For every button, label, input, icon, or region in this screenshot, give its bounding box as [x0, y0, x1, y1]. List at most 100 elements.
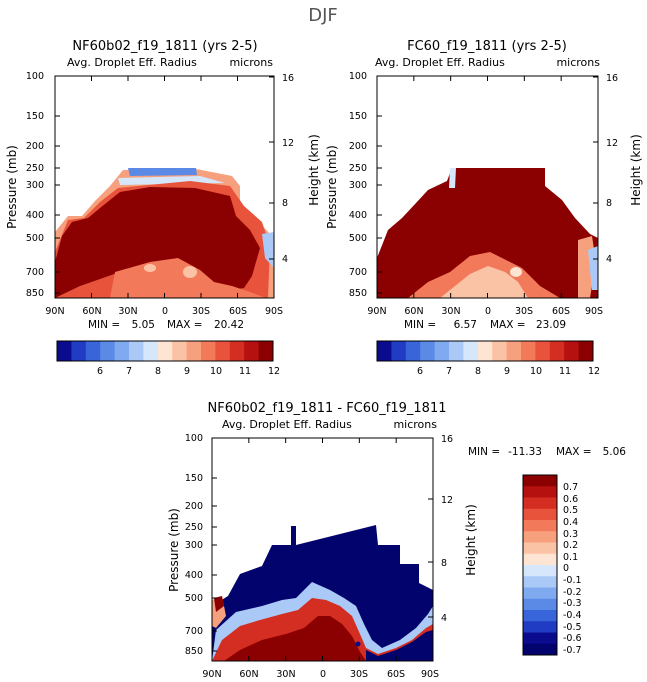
y-tick-label: 200 [349, 141, 367, 152]
colorbar-label: 6 [97, 366, 103, 377]
field-right-cold [588, 246, 598, 290]
max-label: MAX = [167, 319, 203, 331]
y-tick-label: 700 [26, 267, 44, 278]
y-tick-label: 850 [349, 288, 367, 299]
colorbar-label: -0.5 [563, 622, 582, 633]
colorbar-label: 10 [210, 366, 222, 377]
y2-tick-labels: 16 12 8 4 [441, 434, 453, 624]
x-tick-label: 60N [239, 669, 258, 680]
x-tick-label: 90S [585, 306, 603, 317]
x-tick-label: 30N [118, 306, 137, 317]
y-tick-label: 100 [26, 71, 44, 82]
colorbar-swatch [129, 341, 144, 361]
colorbar-labels: 6 7 8 9 10 11 12 [417, 366, 600, 377]
colorbar-swatch [244, 341, 259, 361]
min-value: 5.05 [132, 319, 155, 331]
y-tick-label: 850 [26, 288, 44, 299]
x-tick-label: 90N [367, 306, 386, 317]
y-tick-label: 300 [185, 540, 203, 551]
y-tick-label: 850 [185, 646, 203, 657]
colorbar-swatch [523, 565, 557, 577]
y-tick-label: 150 [185, 473, 203, 484]
colorbar-label: 7 [126, 366, 132, 377]
colorbar-swatch [523, 643, 557, 656]
x-tick-labels: 90N 60N 30N 0 30S 60S 90S [202, 669, 439, 680]
x-tick-label: 60S [387, 669, 405, 680]
field-lower-gap [366, 630, 433, 661]
y-axis-label: Pressure (mb) [167, 508, 181, 592]
colorbar-swatch [71, 341, 87, 361]
y2-tick-label: 12 [606, 138, 618, 149]
panel-2: FC60_f19_1811 (yrs 2-5) Avg. Droplet Eff… [325, 39, 643, 377]
colorbar-swatch [405, 341, 421, 361]
colorbar-swatch [492, 341, 507, 361]
tick-marks [376, 75, 599, 298]
colorbar-swatch [523, 587, 557, 600]
units-label: microns [393, 418, 437, 431]
colorbar-label: 0 [563, 563, 569, 574]
y-tick-labels: 100 150 200 250 300 400 500 700 850 [26, 71, 44, 299]
y-tick-label: 400 [26, 210, 44, 221]
y2-axis-label: Height (km) [307, 134, 321, 205]
colorbar-swatch [523, 531, 557, 543]
field-warm-spot-b [144, 264, 156, 272]
x-tick-label: 30N [276, 669, 295, 680]
max-label: MAX = [490, 319, 526, 331]
x-tick-label: 90N [202, 669, 221, 680]
colorbar-label: -0.4 [563, 610, 582, 621]
colorbar-label: 11 [559, 366, 571, 377]
y2-tick-label: 8 [282, 198, 288, 209]
y-tick-label: 150 [349, 111, 367, 122]
y2-tick-label: 12 [282, 138, 294, 149]
y-tick-labels: 100 150 200 250 300 400 500 700 850 [185, 433, 203, 657]
colorbar [376, 340, 594, 362]
y2-tick-label: 4 [282, 254, 288, 265]
panel-subtitle: Avg. Droplet Eff. Radius [67, 56, 197, 69]
colorbar-label: -0.6 [563, 633, 582, 644]
colorbar-swatch [172, 341, 187, 361]
y-tick-label: 250 [26, 163, 44, 174]
colorbar-swatch [215, 341, 231, 361]
y2-tick-label: 4 [441, 613, 447, 624]
colorbar-label: -0.3 [563, 598, 582, 609]
y2-axis-label: Height (km) [629, 134, 643, 205]
colorbar-label: 12 [268, 366, 280, 377]
x-tick-label: 90S [421, 669, 439, 680]
y-tick-label: 400 [185, 570, 203, 581]
panel-title: NF60b02_f19_1811 (yrs 2-5) [72, 39, 257, 54]
colorbar-swatch [523, 610, 557, 622]
y-tick-labels: 100 150 200 250 300 400 500 700 850 [349, 71, 367, 299]
colorbar-label: 0.6 [563, 494, 578, 505]
y2-tick-label: 8 [441, 558, 447, 569]
panel-1: NF60b02_f19_1811 (yrs 2-5) Avg. Droplet … [5, 39, 321, 377]
colorbar-label: 9 [504, 366, 510, 377]
colorbar-swatch [434, 341, 450, 361]
colorbar-swatch [523, 553, 557, 566]
colorbar-swatch [549, 341, 565, 361]
colorbar-swatch [523, 508, 557, 521]
min-label: MIN = [88, 319, 120, 331]
min-value: -11.33 [508, 446, 542, 458]
max-value: 5.06 [603, 446, 627, 458]
y2-axis-label: Height (km) [464, 504, 478, 575]
colorbar-swatch [523, 497, 557, 510]
colorbar-label: 7 [446, 366, 452, 377]
contour-field [55, 168, 274, 298]
colorbar-swatch [535, 341, 551, 361]
x-tick-label: 30S [350, 669, 368, 680]
colorbar-labels: 0.7 0.6 0.5 0.4 0.3 0.2 0.1 0 -0.1 -0.2 … [563, 482, 582, 656]
colorbar-frame [56, 340, 274, 362]
colorbar-label: -0.1 [563, 575, 582, 586]
colorbar-labels: 6 7 8 9 10 11 12 13 [97, 366, 280, 377]
colorbar-swatch [523, 520, 557, 532]
y-tick-label: 200 [185, 501, 203, 512]
y-tick-label: 100 [185, 433, 203, 444]
y-tick-label: 400 [349, 210, 367, 221]
y-tick-label: 200 [26, 141, 44, 152]
x-tick-label: 0 [485, 306, 491, 317]
colorbar-label: 9 [184, 366, 190, 377]
field-pale-top [449, 168, 456, 188]
y-tick-label: 500 [185, 593, 203, 604]
y-axis-label: Pressure (mb) [325, 145, 339, 229]
field-light-lower [440, 266, 528, 298]
